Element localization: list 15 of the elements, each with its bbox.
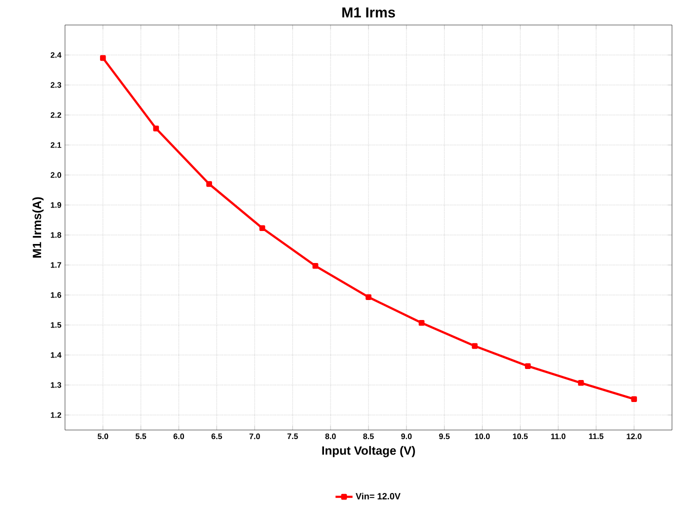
point <box>259 225 266 231</box>
x-axis-title: Input Voltage (V) <box>322 446 415 458</box>
legend-label: Vin= 12.0V <box>356 492 401 500</box>
point <box>578 380 584 386</box>
point <box>472 343 478 349</box>
point <box>312 263 318 269</box>
point <box>524 363 531 369</box>
point <box>418 320 424 326</box>
point <box>631 396 637 402</box>
point <box>153 126 159 132</box>
point <box>206 181 212 187</box>
point <box>100 55 106 61</box>
y-axis-title: M1 Irms(A) <box>32 197 44 258</box>
point <box>366 294 372 300</box>
chart-title: M1 Irms <box>342 7 396 18</box>
